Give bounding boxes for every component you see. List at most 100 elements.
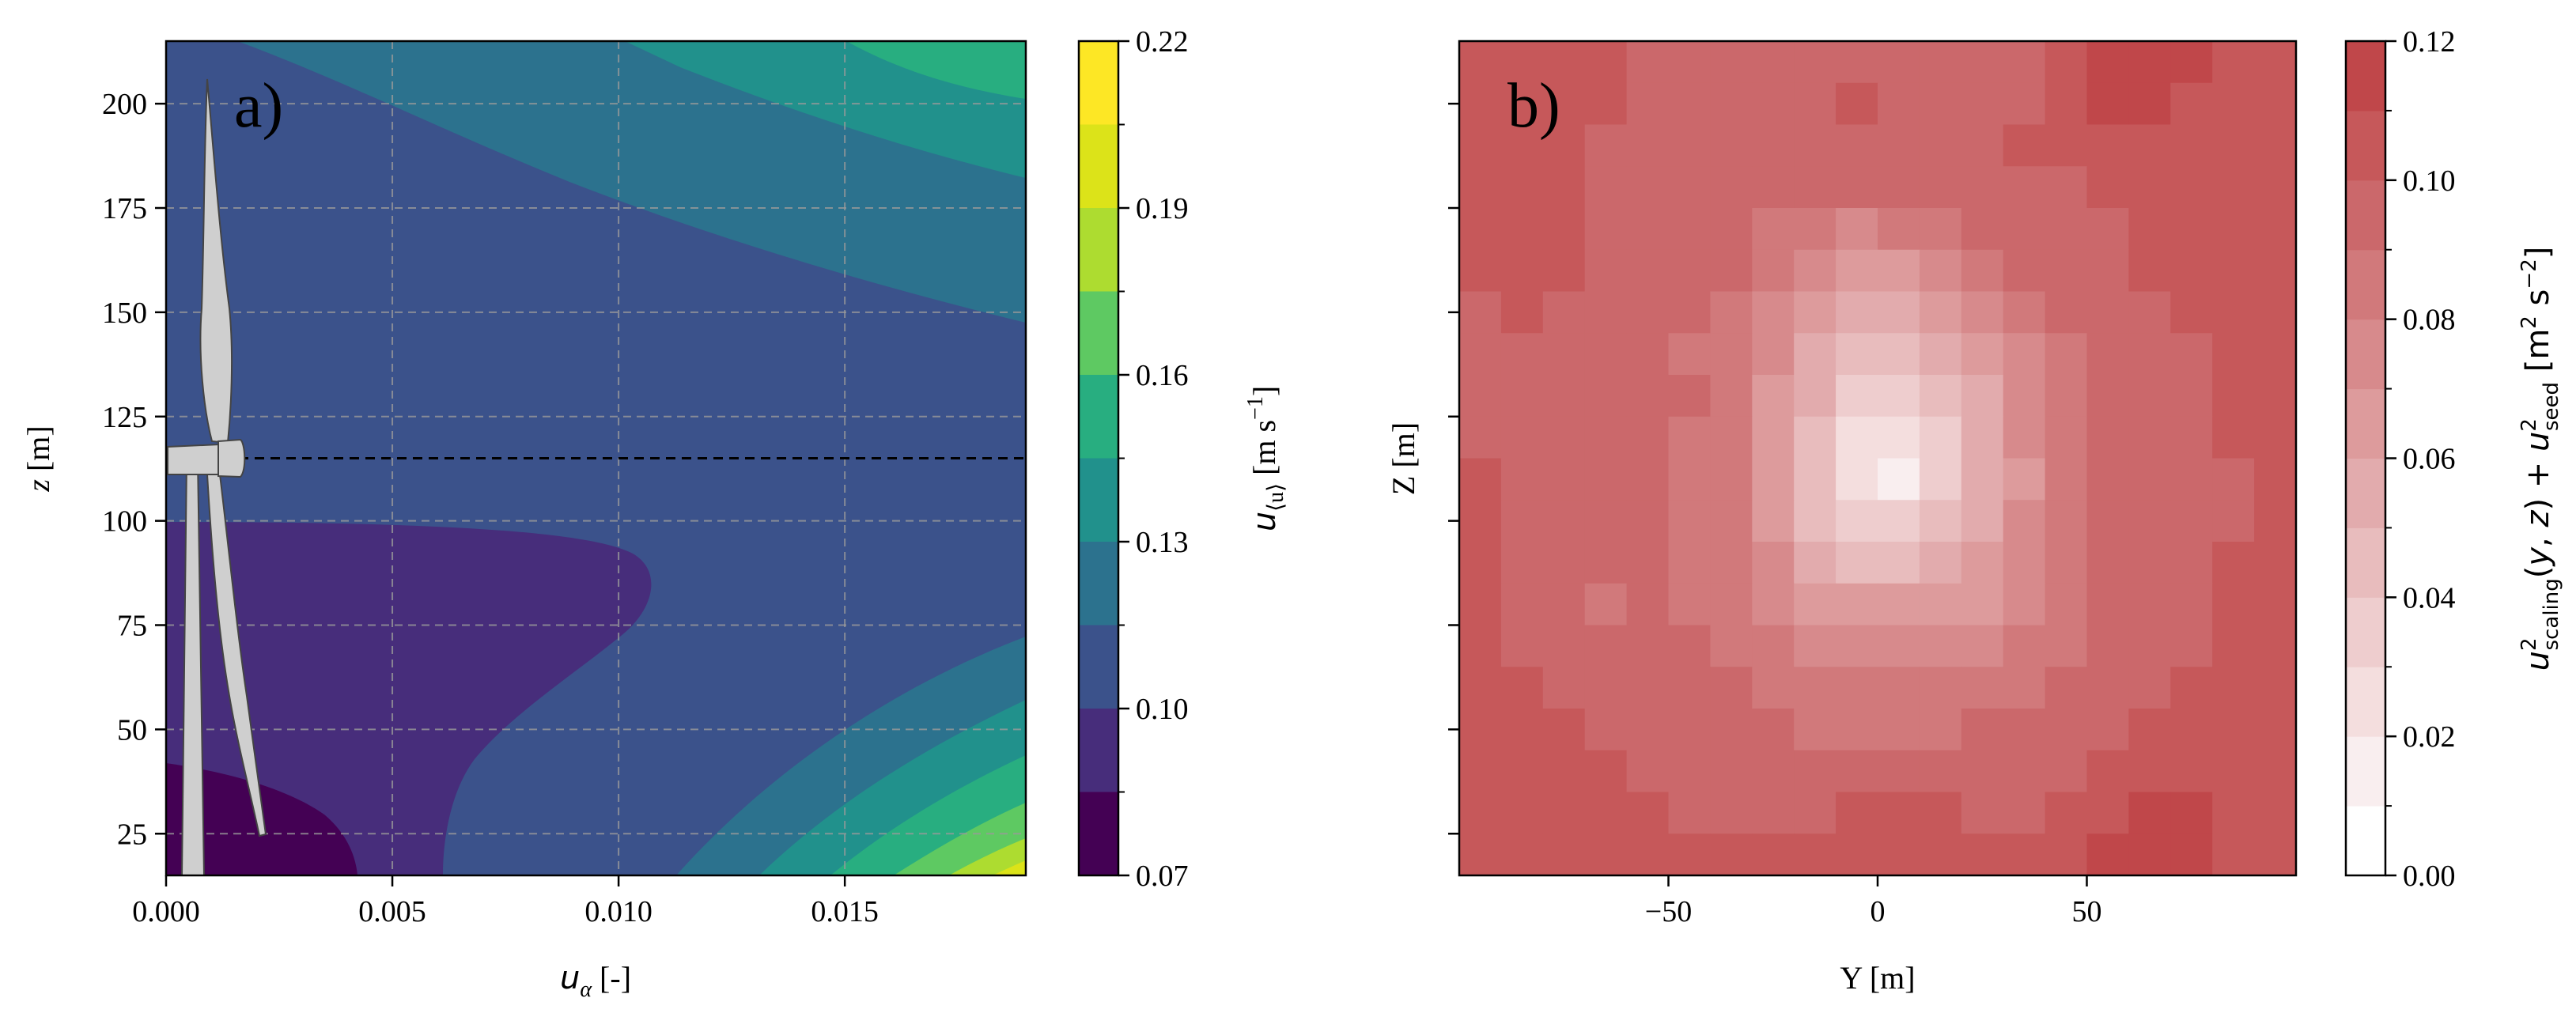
heatmap-cell [1836, 500, 1878, 542]
heatmap-cell [2254, 124, 2297, 167]
heatmap-cell [2212, 375, 2255, 418]
heatmap-cell [1878, 208, 1920, 251]
colorbar-tick-label: 0.00 [2403, 860, 2456, 893]
heatmap-cell [1542, 333, 1586, 376]
heatmap-cell [1584, 625, 1628, 667]
heatmap-cell [1878, 249, 1920, 293]
colorbar-segment [1079, 124, 1118, 208]
heatmap-cell [2128, 792, 2171, 834]
heatmap-cell [1794, 542, 1836, 584]
heatmap-cell [1919, 709, 1962, 751]
heatmap-cell [1459, 166, 1502, 209]
colorbar-tick-label: 0.19 [1136, 192, 1189, 225]
heatmap-cell [2128, 583, 2171, 626]
heatmap-cell [1878, 833, 1920, 876]
panel-label-a: a) [234, 71, 283, 141]
heatmap-cell [1836, 291, 1878, 334]
heatmap-cell [1459, 500, 1502, 542]
colorbar-tick-label: 0.10 [2403, 164, 2456, 198]
heatmap-cell [2086, 124, 2129, 167]
heatmap-cell [1752, 583, 1795, 626]
x-tick-label: 50 [2072, 895, 2102, 928]
heatmap-cell [2003, 82, 2046, 126]
heatmap-cell [1794, 208, 1836, 251]
heatmap-cell [1878, 500, 1920, 542]
heatmap-cell [1626, 208, 1670, 251]
heatmap-cell [2086, 249, 2129, 293]
heatmap-cell [1752, 750, 1795, 793]
heatmap-cell [1752, 249, 1795, 293]
heatmap-cell [1961, 625, 2004, 667]
heatmap-cell [1752, 458, 1795, 501]
heatmap-cell [2003, 833, 2046, 876]
heatmap-cell [1584, 249, 1628, 293]
heatmap-cell [1919, 41, 1962, 84]
heatmap-cell [2254, 208, 2297, 251]
heatmap-cell [1459, 416, 1502, 459]
colorbar-segment [1079, 458, 1118, 542]
heatmap-cell [2003, 792, 2046, 834]
colorbar-tick-label: 0.06 [2403, 443, 2456, 476]
heatmap-cell [1584, 375, 1628, 418]
y-tick-label: 100 [102, 505, 147, 539]
heatmap-cell [2128, 500, 2171, 542]
heatmap-cell [1459, 82, 1502, 126]
heatmap-cell [1961, 750, 2004, 793]
heatmap-cell [2212, 625, 2255, 667]
heatmap-cell [2212, 208, 2255, 251]
heatmap-cell [2003, 542, 2046, 584]
contour-band-upper-3 [846, 41, 1026, 99]
y-axis-label-b: Z [m] [1386, 422, 1421, 495]
heatmap-cell [1710, 166, 1753, 209]
heatmap-cell [1542, 291, 1586, 334]
heatmap-cell [1459, 333, 1502, 376]
heatmap-cell [1542, 792, 1586, 834]
heatmap-cell [1919, 542, 1962, 584]
heatmap-cell [2045, 333, 2088, 376]
heatmap-cell [1710, 583, 1753, 626]
heatmap-cell [1542, 416, 1586, 459]
heatmap-cell [1542, 166, 1586, 209]
heatmap-cell [1626, 166, 1670, 209]
heatmap-cell [2045, 458, 2088, 501]
heatmap-cell [2128, 82, 2171, 126]
heatmap-cell [2212, 792, 2255, 834]
heatmap-cell [2170, 333, 2213, 376]
heatmap-cell [2254, 583, 2297, 626]
heatmap-cell [2170, 500, 2213, 542]
heatmap-cell [2170, 792, 2213, 834]
colorbar-ticks-a: 0.07 0.10 0.13 0.16 0.19 0.22 [1118, 25, 1189, 893]
heatmap-cell [1961, 792, 2004, 834]
heatmap-cell [2003, 124, 2046, 167]
heatmap-cell [1836, 375, 1878, 418]
heatmap-cell [1794, 667, 1836, 709]
wind-turbine-illustration [167, 78, 267, 875]
heatmap-cell [1919, 667, 1962, 709]
heatmap-cell [2086, 82, 2129, 126]
heatmap-cell [2003, 375, 2046, 418]
heatmap-cell [1668, 82, 1711, 126]
colorbar-tick-label: 0.22 [1136, 25, 1189, 59]
heatmap-cell [1961, 291, 2004, 334]
heatmap-cell [2128, 333, 2171, 376]
heatmap-cell [1459, 124, 1502, 167]
heatmap-cell [2212, 583, 2255, 626]
heatmap-cell [2086, 709, 2129, 751]
heatmap-cell [2086, 458, 2129, 501]
heatmap-cell [1626, 667, 1670, 709]
heatmap-cell [2086, 375, 2129, 418]
heatmap-cell [2170, 750, 2213, 793]
heatmap-cell [2254, 709, 2297, 751]
heatmap-cell [2128, 166, 2171, 209]
colorbar-segment [1079, 291, 1118, 375]
contour-band-lower-5 [949, 838, 1026, 875]
heatmap-cell [1668, 500, 1711, 542]
colorbar-ticks-b: 0.00 0.02 0.04 0.06 0.08 0.10 0.12 [2385, 25, 2456, 893]
heatmap-cell [1626, 416, 1670, 459]
heatmap-cell [1668, 416, 1711, 459]
heatmap-cell [2045, 583, 2088, 626]
heatmap-cell [1710, 500, 1753, 542]
y-tick-label: 200 [102, 88, 147, 121]
colorbar-segment [2346, 806, 2385, 876]
heatmap-cell [1836, 583, 1878, 626]
